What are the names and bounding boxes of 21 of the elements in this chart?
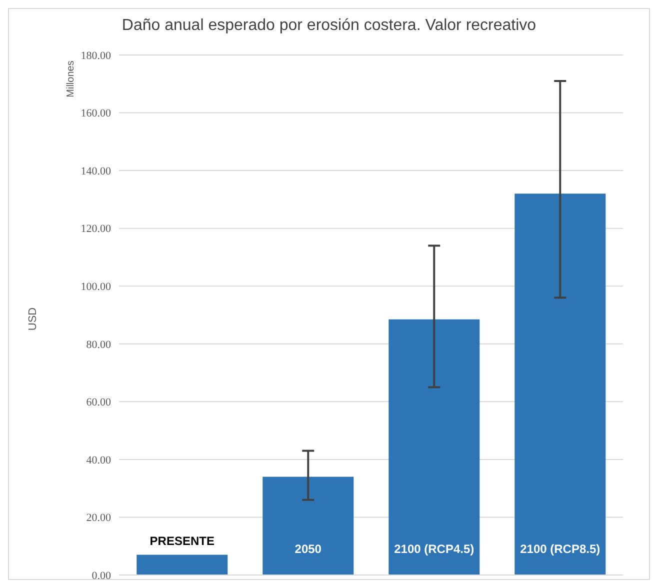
text: Millones [66,60,76,98]
y-tick-label: 100.00 [80,281,112,294]
y-tick-label: 20.00 [86,512,112,524]
y-tick-label: 60.00 [86,396,112,409]
bar [514,194,606,575]
x-tick-label: 2050 [294,542,322,556]
bar [388,319,480,575]
y-tick-label: 160.00 [80,108,112,120]
y-tick-label: 120.00 [80,223,112,236]
y-tick-label: 0.00 [92,570,112,582]
bar [136,554,228,575]
bar [262,476,354,575]
x-tick-label: 2100 (RCP8.5) [520,542,600,556]
y-tick-label: 180.00 [80,50,112,62]
y-axis-title: USD [27,307,39,331]
y-tick-label: 140.00 [80,165,112,178]
x-tick-label: 2100 (RCP4.5) [394,542,474,556]
x-tick-label: PRESENTE [150,534,214,548]
chart-title: Daño anual esperado por erosión costera. Valor recreativo [120,17,538,35]
y-tick-label: 40.00 [86,454,112,466]
y-tick-label: 80.00 [86,338,112,351]
